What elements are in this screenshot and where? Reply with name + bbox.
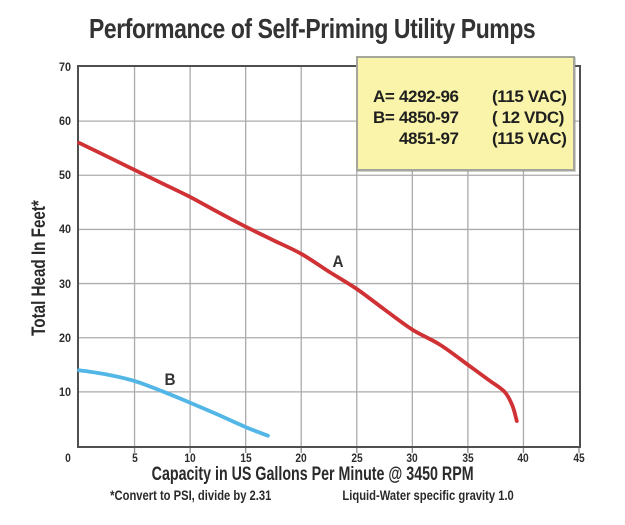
x-tick-label-40: 40 [517, 451, 530, 465]
x-tick-label-35: 35 [462, 451, 474, 465]
legend-rows: A= 4292-96 (115 VAC) B= 4850-97( 12 VDC) 4851… [373, 86, 573, 149]
x-tick-label-20: 20 [295, 451, 307, 465]
legend-series-letter: B= [373, 108, 395, 127]
x-tick-label-10: 10 [184, 451, 196, 465]
legend-row-2: B= 4850-97 ( 12 VDC) [373, 107, 573, 128]
x-tick-label-5: 5 [131, 451, 138, 465]
x-tick-label-0: 0 [65, 451, 71, 465]
x-tick-label-25: 25 [351, 451, 363, 465]
curve-label-A: A [332, 251, 344, 271]
y-tick-label-70: 70 [58, 60, 71, 74]
legend-voltage: (115 VAC) [492, 129, 567, 148]
y-tick-label-50: 50 [58, 168, 71, 183]
legend-model-number: 4850-97 [399, 108, 459, 127]
legend-voltage: ( 12 VDC) [492, 108, 564, 127]
legend-row-1: A= 4292-96 (115 VAC) [373, 86, 573, 107]
footnote-gravity: Liquid-Water specific gravity 1.0 [342, 487, 514, 503]
footnote-psi: *Convert to PSI, divide by 2.31 [109, 487, 271, 503]
legend-voltage: (115 VAC) [492, 87, 567, 106]
x-tick-label-30: 30 [406, 451, 419, 465]
legend-row-3: 4851-97 (115 VAC) [373, 128, 573, 149]
curve-label-B: B [164, 369, 176, 389]
page-title-text: Performance of Self-Priming Utility Pump… [89, 13, 536, 44]
legend-model-number: 4292-96 [399, 87, 459, 106]
footnotes: *Convert to PSI, divide by 2.31 Liquid-Wa… [0, 487, 625, 503]
x-axis-label-text: Capacity in US Gallons Per Minute @ 3450… [151, 464, 474, 485]
x-axis-label: Capacity in US Gallons Per Minute @ 3450… [0, 464, 625, 486]
legend: A= 4292-96 (115 VAC) B= 4850-97( 12 VDC) 4851… [356, 56, 575, 171]
legend-series-letter [373, 128, 399, 149]
y-axis-label: Total Head In Feet* [29, 200, 50, 336]
y-tick-label-20: 20 [58, 330, 71, 345]
legend-series-letter: A= [373, 87, 395, 106]
legend-model-number: 4851-97 [399, 129, 459, 148]
y-tick-label-30: 30 [58, 276, 71, 291]
page-title: Performance of Self-Priming Utility Pump… [0, 13, 625, 45]
y-tick-label-60: 60 [58, 114, 71, 129]
x-tick-label-45: 45 [573, 451, 585, 465]
x-tick-label-15: 15 [239, 451, 252, 465]
y-tick-label-40: 40 [58, 222, 71, 237]
y-tick-label-10: 10 [58, 384, 71, 399]
